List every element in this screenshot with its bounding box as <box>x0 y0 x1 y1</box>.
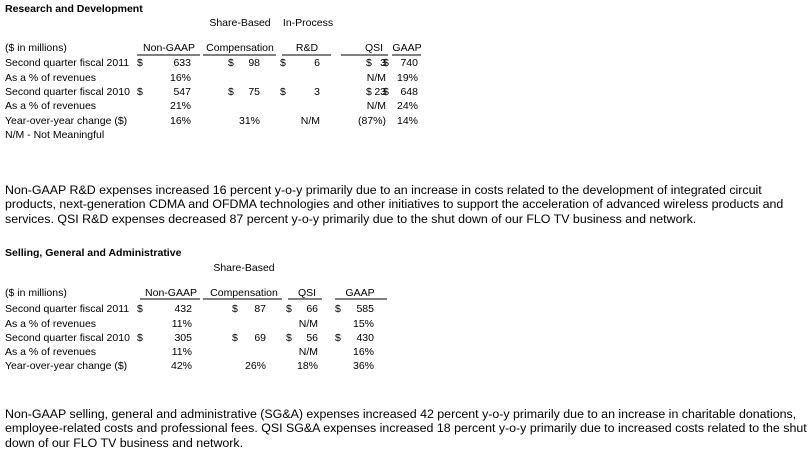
table-cell: 19% <box>397 72 418 84</box>
column-header: Compensation <box>210 287 278 299</box>
table-cell: 24% <box>397 100 418 112</box>
row-label: As a % of revenues <box>5 346 96 358</box>
table-cell: 23 <box>374 86 386 98</box>
table-cell: 585 <box>356 303 374 315</box>
table-cell: 18% <box>297 360 318 372</box>
table-cell: 547 <box>173 86 191 98</box>
super-header: Share-Based <box>209 17 270 29</box>
table-cell: 6 <box>314 57 320 69</box>
table-cell: $ <box>286 332 292 344</box>
table-cell: 3 <box>314 86 320 98</box>
table-cell: 21% <box>170 100 191 112</box>
table-cell: $ <box>366 86 372 98</box>
table-cell: 3 <box>380 57 386 69</box>
table-cell: 42% <box>171 360 192 372</box>
table-cell: 56 <box>306 332 318 344</box>
table-cell: 36% <box>353 360 374 372</box>
table-cell: 98 <box>248 57 260 69</box>
table-cell: $ <box>137 86 143 98</box>
table-cell: N/M <box>299 318 318 330</box>
column-header: Non-GAAP <box>145 287 197 299</box>
footnote: N/M - Not Meaningful <box>5 129 104 141</box>
table-cell: $ <box>366 57 372 69</box>
table-cell: (87%) <box>358 115 386 127</box>
table-cell: $ <box>280 86 286 98</box>
table-cell: $ <box>232 332 238 344</box>
column-header: QSI <box>365 42 383 54</box>
table-cell: $ <box>286 303 292 315</box>
table-cell: N/M <box>367 72 386 84</box>
table-cell: N/M <box>367 100 386 112</box>
row-label: Second quarter fiscal 2010 <box>5 86 130 98</box>
table-cell: 14% <box>397 115 418 127</box>
table-cell: $ <box>335 332 341 344</box>
table-cell: 16% <box>170 115 191 127</box>
table-cell: 305 <box>174 332 192 344</box>
table-cell: 87 <box>254 303 266 315</box>
table-cell: $ <box>232 303 238 315</box>
table-cell: 740 <box>400 57 418 69</box>
paragraph: Non-GAAP R&D expenses increased 16 perce… <box>5 183 784 226</box>
column-header: Compensation <box>206 42 274 54</box>
table-cell: N/M <box>299 346 318 358</box>
row-label: Year-over-year change ($) <box>5 115 127 127</box>
column-header: GAAP <box>345 287 374 299</box>
table-cell: 633 <box>173 57 191 69</box>
table-cell: 69 <box>254 332 266 344</box>
table-cell: 31% <box>239 115 260 127</box>
row-label: As a % of revenues <box>5 318 96 330</box>
row-label: As a % of revenues <box>5 100 96 112</box>
table-cell: 16% <box>353 346 374 358</box>
table-cell: $ <box>335 303 341 315</box>
table-cell: $ <box>137 303 143 315</box>
table-cell: 11% <box>172 318 192 330</box>
table-cell: $ <box>228 57 234 69</box>
column-header: QSI <box>298 287 316 299</box>
table-cell: N/M <box>301 115 320 127</box>
table-cell: 430 <box>356 332 374 344</box>
column-header: GAAP <box>392 42 421 54</box>
table-cell: $ <box>280 57 286 69</box>
section-title: Selling, General and Administrative <box>5 247 182 259</box>
super-header: In-Process <box>283 17 333 29</box>
table-cell: $ <box>137 332 143 344</box>
row-label: Year-over-year change ($) <box>5 360 127 372</box>
super-header: Share-Based <box>213 262 274 274</box>
table-cell: $ <box>383 86 389 98</box>
column-header: R&D <box>296 42 319 54</box>
table-cell: $ <box>137 57 143 69</box>
table-cell: 75 <box>248 86 260 98</box>
table-cell: 26% <box>245 360 266 372</box>
table-cell: 648 <box>400 86 418 98</box>
row-label: Second quarter fiscal 2011 <box>5 303 129 315</box>
table-cell: $ <box>383 57 389 69</box>
table-cell: 11% <box>172 346 192 358</box>
column-header: ($ in millions) <box>5 287 67 299</box>
table-cell: $ <box>228 86 234 98</box>
column-header: ($ in millions) <box>5 42 67 54</box>
row-label: Second quarter fiscal 2011 <box>5 57 129 69</box>
row-label: As a % of revenues <box>5 72 96 84</box>
column-header: Non-GAAP <box>143 42 195 54</box>
table-cell: 16% <box>170 72 191 84</box>
table-cell: 432 <box>174 303 192 315</box>
row-label: Second quarter fiscal 2010 <box>5 332 130 344</box>
table-cell: 66 <box>306 303 318 315</box>
paragraph: Non-GAAP selling, general and administra… <box>5 407 807 450</box>
table-cell: 15% <box>353 318 374 330</box>
section-title: Research and Development <box>5 3 143 15</box>
